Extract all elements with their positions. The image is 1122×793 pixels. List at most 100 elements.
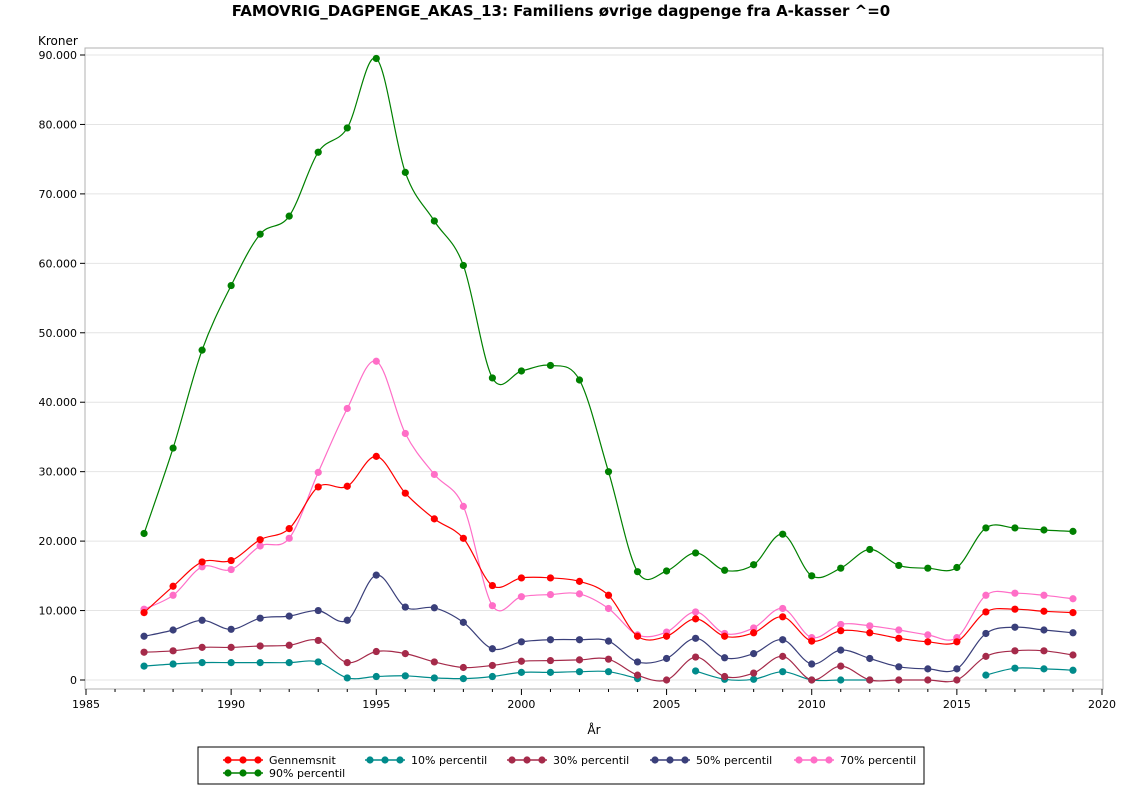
data-point [1011, 664, 1019, 672]
data-point [953, 563, 961, 572]
data-point [633, 568, 642, 576]
data-point [895, 676, 903, 684]
data-point [662, 632, 671, 640]
series-line [143, 360, 1074, 641]
x-tick-label: 2020 [1088, 698, 1116, 711]
series-line [144, 660, 638, 680]
chart-title: FAMOVRIG_DAGPENGE_AKAS_13: Familiens øvr… [232, 2, 890, 20]
legend-label: Gennemsnit [269, 754, 336, 767]
data-point [401, 650, 409, 658]
legend-item: 30% percentil [507, 754, 629, 767]
legend-swatch-marker [239, 756, 247, 764]
legend-swatch-marker [666, 756, 674, 764]
data-point [1011, 605, 1019, 613]
data-point [575, 656, 584, 664]
legend-label: 50% percentil [696, 754, 772, 767]
data-point [837, 564, 845, 572]
data-point [866, 654, 874, 663]
data-point [546, 590, 555, 599]
legend-label: 90% percentil [269, 767, 345, 780]
data-point [372, 672, 380, 681]
y-tick-label: 30.000 [39, 466, 78, 479]
legend-swatch-marker [795, 756, 803, 764]
x-tick-label: 1995 [362, 698, 390, 711]
data-point [895, 626, 903, 634]
data-point [604, 655, 613, 663]
data-point [140, 609, 148, 617]
data-point [837, 676, 845, 684]
data-point [604, 604, 613, 613]
data-point [314, 658, 322, 666]
x-tick-label: 2010 [798, 698, 826, 711]
data-point [256, 642, 264, 650]
legend-item: 10% percentil [365, 754, 487, 767]
y-tick-label: 70.000 [39, 188, 78, 201]
legend-swatch-marker [651, 756, 659, 764]
data-point [140, 648, 148, 656]
data-point [314, 606, 322, 615]
data-point [488, 374, 496, 382]
data-point [808, 572, 816, 580]
data-point [314, 483, 322, 491]
data-point [285, 212, 293, 220]
data-point [169, 591, 177, 599]
data-point [982, 608, 990, 616]
data-point [488, 672, 496, 681]
data-point [401, 429, 409, 438]
data-point [517, 668, 526, 676]
series-line [985, 667, 1074, 676]
data-point [459, 534, 467, 542]
data-point [924, 638, 932, 646]
data-point [372, 54, 380, 63]
data-point [692, 653, 700, 661]
y-tick-label: 90.000 [39, 49, 78, 62]
legend-swatch-marker [224, 756, 232, 764]
data-point [604, 637, 613, 645]
data-point [575, 636, 584, 644]
data-point [140, 662, 148, 670]
legend-item: Gennemsnit [223, 754, 336, 767]
y-tick-label: 0 [70, 674, 77, 687]
data-point [982, 629, 990, 638]
series-30pct-percentil [140, 636, 1077, 684]
data-point [1069, 629, 1077, 637]
y-axis-label: Kroner [38, 34, 78, 48]
data-point [895, 561, 903, 570]
data-point [169, 444, 177, 452]
data-point [227, 556, 235, 565]
data-point [721, 566, 729, 574]
x-axis-label: År [587, 722, 600, 737]
series-10pct-percentil [140, 658, 1077, 684]
series-90pct-percentil [140, 54, 1077, 581]
data-point [372, 571, 380, 579]
legend-frame [197, 746, 925, 785]
y-tick-label: 80.000 [39, 118, 78, 131]
data-point [1040, 591, 1048, 599]
data-point [343, 674, 351, 682]
data-point [488, 645, 496, 653]
legend-label: 70% percentil [840, 754, 916, 767]
data-point [750, 629, 758, 637]
data-point [750, 675, 758, 683]
data-point [459, 261, 467, 270]
data-point [198, 616, 206, 624]
data-point [198, 643, 206, 651]
data-point [837, 662, 845, 670]
data-point [953, 676, 961, 684]
data-point [546, 361, 555, 370]
data-point [459, 502, 467, 510]
data-point [866, 629, 874, 637]
data-point [604, 468, 613, 476]
data-point [575, 590, 584, 598]
data-point [779, 636, 787, 644]
data-point [314, 148, 322, 156]
data-point [779, 652, 787, 660]
data-point [953, 665, 961, 673]
legend-swatch-marker [254, 769, 262, 777]
data-point [1011, 647, 1019, 655]
data-point [692, 667, 700, 675]
data-point [837, 620, 845, 629]
data-point [517, 638, 526, 646]
data-point [808, 660, 816, 668]
